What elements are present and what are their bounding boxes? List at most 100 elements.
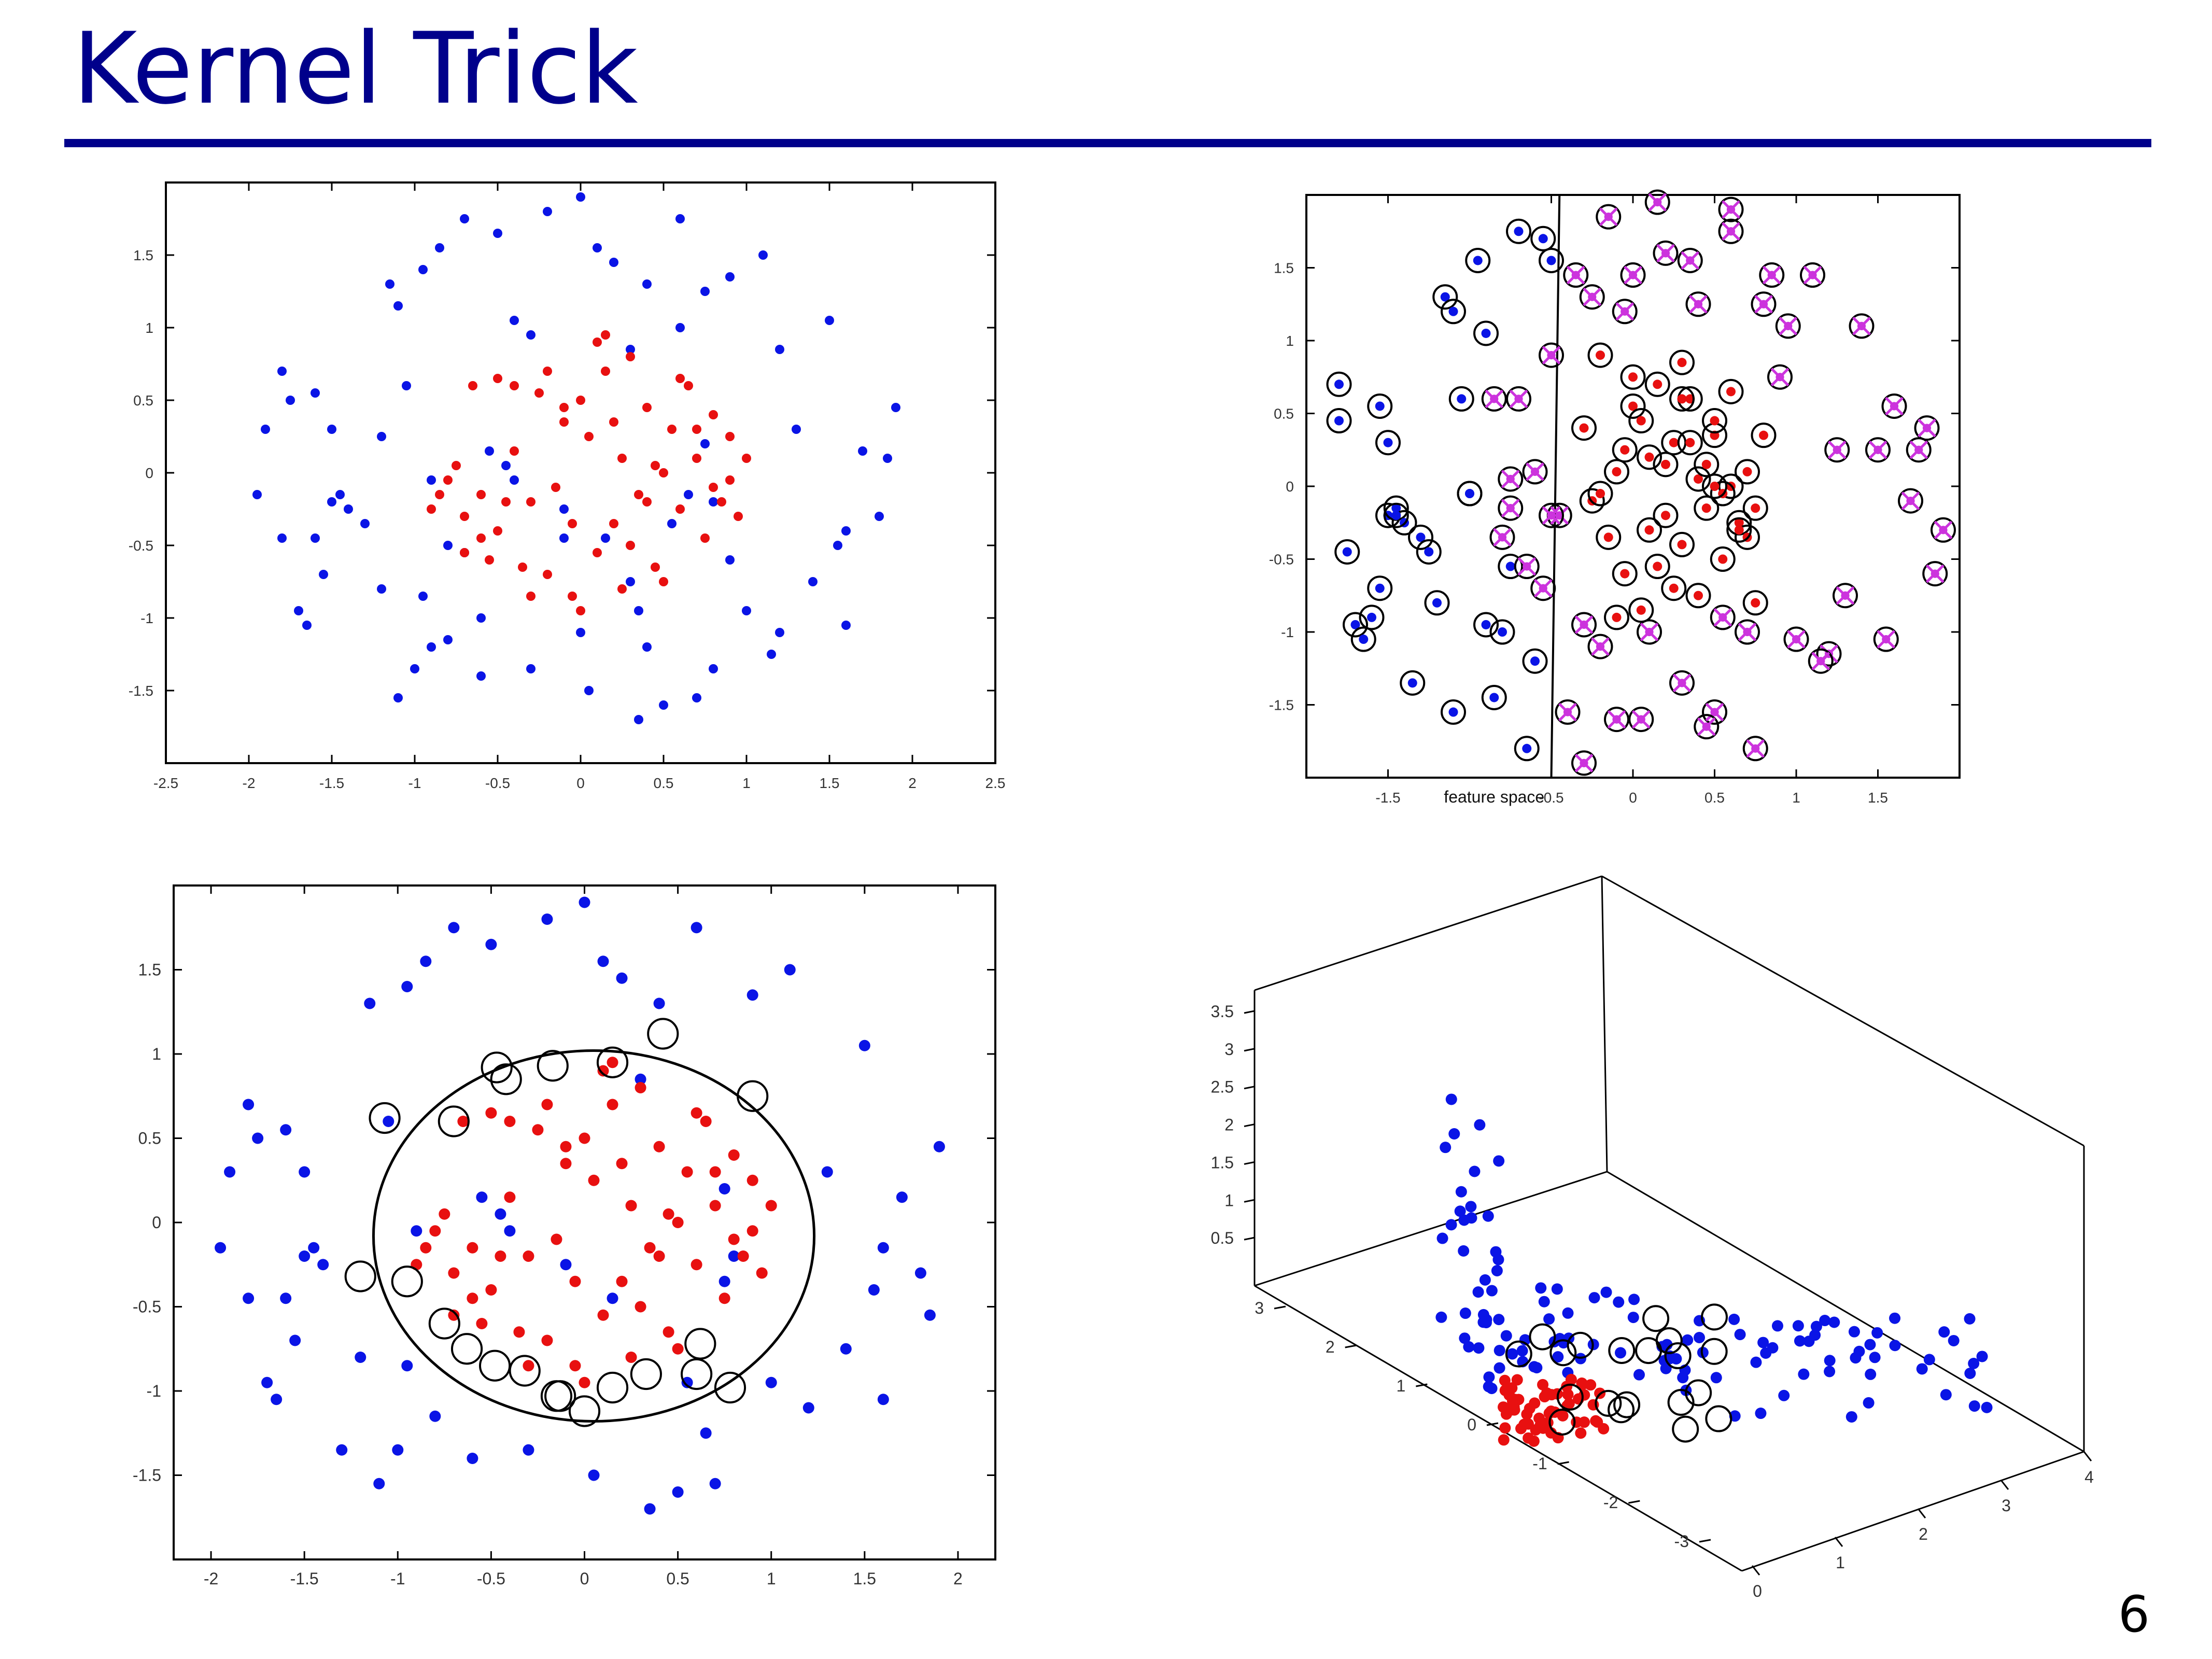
data-point — [1506, 474, 1515, 484]
y-tick-label: 0 — [145, 465, 153, 481]
data-point — [684, 381, 693, 390]
support-vector-ring — [1742, 495, 1768, 521]
y-tick — [1416, 1383, 1428, 1387]
support-vector-ring — [1571, 750, 1597, 776]
data-point — [1968, 1357, 1980, 1369]
data-point — [468, 381, 477, 390]
data-point — [1923, 1354, 1935, 1366]
data-point — [308, 1242, 320, 1254]
data-point — [1499, 1374, 1511, 1386]
data-point — [495, 1208, 506, 1220]
data-point — [1620, 445, 1630, 455]
support-vector-ring — [1922, 561, 1948, 587]
y-tick-label: -1 — [1281, 624, 1294, 640]
support-vector-ring — [1489, 619, 1515, 645]
data-point — [576, 628, 585, 637]
support-vector-ring — [1579, 488, 1605, 514]
data-point — [601, 533, 610, 543]
data-point — [1694, 591, 1703, 600]
data-point — [1547, 351, 1556, 360]
data-point — [593, 243, 602, 252]
data-point — [1454, 1205, 1466, 1217]
data-point — [1857, 321, 1866, 330]
data-point — [1350, 620, 1360, 629]
y-tick — [1274, 1305, 1286, 1310]
data-point — [1498, 627, 1507, 637]
support-vector-ring — [1653, 502, 1679, 528]
data-point — [891, 403, 900, 412]
y-tick-label: -1.5 — [129, 683, 153, 699]
data-point — [568, 519, 577, 528]
data-point — [280, 1124, 292, 1136]
data-point — [617, 454, 627, 463]
support-vector-ring — [1669, 670, 1695, 696]
data-point — [1645, 627, 1654, 637]
data-point — [1828, 1316, 1840, 1328]
support-vector-ring — [1612, 561, 1638, 587]
x-tick-label: 0 — [576, 775, 585, 791]
data-point — [659, 468, 668, 477]
data-point — [277, 367, 287, 376]
data-point — [1759, 300, 1768, 308]
data-point — [1636, 605, 1646, 615]
data-point — [1494, 1362, 1505, 1374]
data-point — [559, 417, 569, 427]
y-tick-label: 3 — [1255, 1299, 1264, 1317]
data-point — [1493, 1314, 1505, 1326]
x-tick — [2083, 1451, 2092, 1461]
data-point — [467, 1453, 478, 1464]
data-point — [1551, 1283, 1563, 1295]
data-point — [443, 541, 453, 550]
data-point — [626, 541, 635, 550]
data-point — [746, 1225, 758, 1237]
data-point — [737, 1250, 749, 1262]
data-point — [667, 425, 677, 434]
data-point — [1342, 547, 1352, 557]
data-point — [215, 1242, 227, 1254]
support-vector-ring — [1612, 299, 1638, 325]
z-tick-label: 2.5 — [1211, 1078, 1234, 1096]
data-point — [700, 533, 710, 543]
support-vector-ring — [1664, 1342, 1692, 1370]
data-point — [877, 1242, 889, 1254]
data-point — [1653, 379, 1662, 389]
support-vector-ring — [1881, 393, 1907, 419]
support-vector-ring — [1685, 291, 1711, 317]
support-vector-ring — [1644, 189, 1670, 215]
data-point — [1734, 518, 1744, 528]
support-vector-ring — [1498, 554, 1524, 580]
z-tick — [1244, 1161, 1255, 1165]
support-vector-ring — [438, 1105, 470, 1137]
data-point — [1571, 271, 1580, 279]
data-point — [1627, 1312, 1639, 1324]
data-point — [1669, 438, 1679, 447]
data-point — [1530, 467, 1540, 476]
data-point — [709, 410, 718, 419]
support-vector-ring — [1530, 226, 1556, 251]
data-point — [709, 497, 718, 507]
support-vector-ring — [1432, 284, 1458, 310]
data-point — [1458, 1245, 1470, 1257]
support-vector-ring — [737, 1080, 769, 1112]
data-point — [700, 439, 710, 448]
data-point — [691, 1259, 702, 1271]
data-point — [576, 192, 585, 202]
data-point — [825, 316, 834, 325]
data-point — [1694, 300, 1703, 308]
data-point — [642, 279, 652, 289]
y-tick-label: 0.5 — [133, 392, 153, 409]
data-point — [1490, 395, 1499, 403]
data-point — [841, 526, 851, 536]
support-vector-ring — [1702, 473, 1727, 499]
data-point — [1755, 1408, 1767, 1419]
data-point — [429, 1225, 441, 1237]
data-point — [1661, 249, 1670, 258]
data-point — [526, 664, 536, 673]
data-point — [1440, 292, 1450, 302]
support-vector-ring — [1498, 466, 1524, 492]
support-vector-ring — [1522, 648, 1548, 674]
data-point — [1448, 1128, 1460, 1140]
data-point — [579, 1376, 590, 1388]
data-point — [775, 345, 784, 354]
data-point — [681, 1166, 693, 1178]
